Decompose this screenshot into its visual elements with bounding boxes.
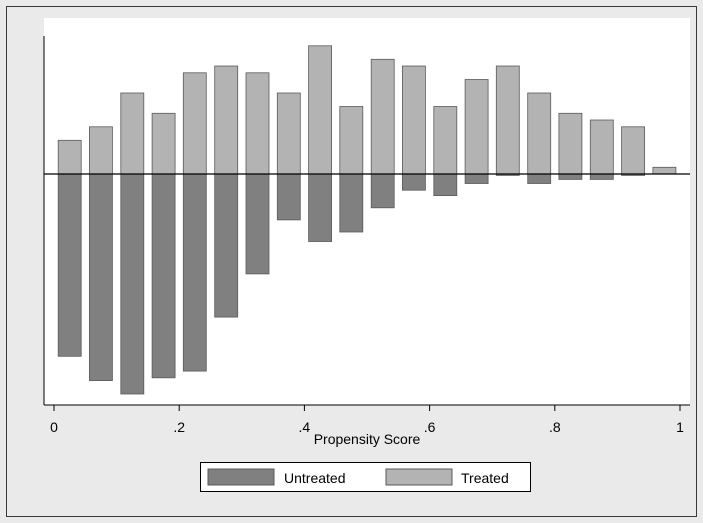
legend-label-untreated: Untreated xyxy=(284,470,345,486)
treated-bar-1 xyxy=(89,126,113,175)
untreated-bar-15 xyxy=(527,173,552,184)
treated-bar-18 xyxy=(621,126,645,175)
untreated-bar-0 xyxy=(57,173,82,357)
untreated-bar-16 xyxy=(558,173,583,180)
treated-bar-12 xyxy=(433,106,458,175)
treated-bar-15 xyxy=(527,92,552,175)
legend: Untreated Treated xyxy=(200,462,531,492)
untreated-bar-7 xyxy=(276,173,301,221)
untreated-bar-3 xyxy=(151,173,176,379)
treated-bar-17 xyxy=(589,119,614,175)
untreated-bar-1 xyxy=(89,173,113,382)
untreated-bar-8 xyxy=(308,173,333,242)
untreated-bar-5 xyxy=(214,173,239,318)
treated-bar-5 xyxy=(214,65,239,175)
x-tick-label-3: .6 xyxy=(424,419,436,435)
untreated-bar-11 xyxy=(401,173,426,191)
plot-area xyxy=(44,18,690,405)
treated-bar-13 xyxy=(464,79,489,175)
untreated-bar-9 xyxy=(339,173,364,233)
treated-bar-4 xyxy=(182,72,207,175)
x-axis-ticks: 0 .2 .4 .6 .8 1 xyxy=(50,405,684,435)
treated-bar-8 xyxy=(308,45,333,175)
x-tick-label-5: 1 xyxy=(676,419,684,435)
x-tick-label-4: .8 xyxy=(549,419,561,435)
treated-bar-3 xyxy=(151,112,176,175)
untreated-bar-17 xyxy=(589,173,614,180)
legend-swatch-untreated xyxy=(207,468,275,486)
x-tick-label-2: .4 xyxy=(299,419,311,435)
treated-bar-11 xyxy=(401,65,426,175)
treated-bar-14 xyxy=(495,65,520,175)
treated-bar-16 xyxy=(558,112,583,175)
untreated-bar-4 xyxy=(182,173,207,372)
x-axis-label: Propensity Score xyxy=(314,431,421,447)
legend-label-treated: Treated xyxy=(461,470,509,486)
outer-border xyxy=(6,6,697,517)
treated-bar-2 xyxy=(120,92,145,175)
treated-bar-9 xyxy=(339,106,364,175)
untreated-bar-2 xyxy=(120,173,145,395)
treated-bars xyxy=(57,45,677,175)
untreated-bar-12 xyxy=(433,173,458,197)
x-tick-label-0: 0 xyxy=(50,419,58,435)
x-tick-label-1: .2 xyxy=(173,419,185,435)
treated-bar-6 xyxy=(245,72,270,175)
untreated-bar-13 xyxy=(464,173,489,184)
treated-bar-7 xyxy=(276,92,301,175)
treated-bar-10 xyxy=(370,58,395,175)
untreated-bar-6 xyxy=(245,173,270,275)
legend-swatch-treated xyxy=(385,468,453,486)
untreated-bar-10 xyxy=(370,173,395,209)
treated-bar-19 xyxy=(652,166,677,175)
treated-bar-0 xyxy=(57,139,82,175)
